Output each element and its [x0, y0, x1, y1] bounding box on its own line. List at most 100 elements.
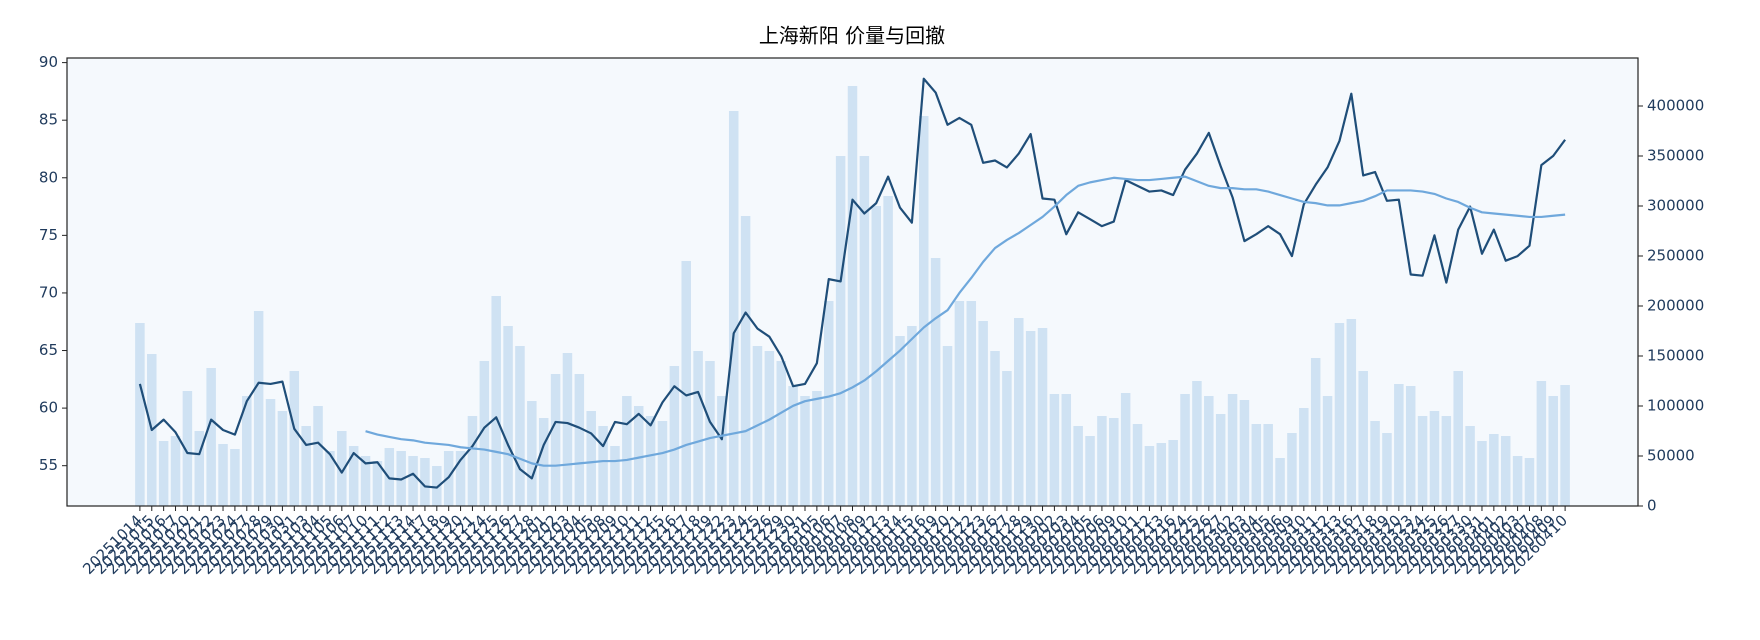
volume-bar	[1049, 394, 1060, 506]
volume-bar	[325, 451, 335, 506]
y2-tick-label: 200000	[1647, 297, 1704, 315]
volume-bar	[538, 418, 549, 506]
volume-bar	[1394, 384, 1404, 506]
volume-bar	[408, 456, 418, 506]
volume-bar	[705, 361, 715, 506]
y-tick-label: 75	[39, 226, 58, 244]
volume-bar	[717, 396, 727, 506]
chart-title: 上海新阳 价量与回撤	[759, 24, 945, 48]
y-tick-label: 90	[39, 53, 58, 71]
volume-bar	[277, 411, 288, 506]
volume-bar	[289, 371, 300, 506]
volume-bar	[1156, 443, 1167, 506]
volume-bar	[1025, 331, 1036, 506]
volume-bar	[1500, 436, 1511, 506]
volume-bar	[182, 391, 193, 506]
volume-bar	[1548, 396, 1558, 506]
volume-bar	[1370, 421, 1380, 506]
volume-bar	[1192, 381, 1202, 506]
volume-bar	[728, 111, 739, 506]
volume-bar	[1073, 426, 1083, 506]
volume-bar	[871, 206, 882, 506]
volume-bar	[1441, 416, 1452, 506]
volume-bar	[764, 351, 775, 506]
volume-bar	[348, 446, 359, 506]
y-tick-label: 65	[39, 341, 58, 359]
volume-bar	[740, 216, 751, 506]
y2-tick-label: 400000	[1647, 97, 1704, 115]
volume-bar	[812, 391, 822, 506]
volume-bar	[372, 461, 383, 506]
y-tick-label: 85	[39, 111, 58, 129]
volume-bar	[633, 406, 644, 506]
y2-tick-label: 300000	[1647, 197, 1704, 215]
volume-bar	[1109, 418, 1119, 506]
volume-bar	[598, 426, 608, 506]
volume-bar	[242, 396, 252, 506]
volume-bar	[1287, 433, 1297, 506]
volume-bar	[170, 436, 181, 506]
volume-bar	[1453, 371, 1463, 506]
volume-bar	[1061, 394, 1072, 506]
price-line	[138, 77, 1566, 489]
volume-bar	[1465, 426, 1475, 506]
volume-bar	[883, 196, 893, 506]
volume-bar	[135, 323, 145, 506]
volume-bar	[1204, 396, 1214, 506]
volume-bar	[1168, 440, 1178, 506]
y-tick-label: 80	[39, 168, 58, 186]
volume-bar	[1382, 433, 1392, 506]
volume-bar	[550, 374, 561, 506]
volume-bar	[859, 156, 870, 506]
y2-tick-label: 50000	[1647, 447, 1695, 465]
volume-bar	[1417, 416, 1428, 506]
volume-bar	[1346, 319, 1357, 506]
volume-bar	[586, 411, 596, 506]
volume-bar	[1132, 424, 1143, 506]
volume-bar	[1097, 416, 1107, 506]
y2-tick-label: 150000	[1647, 347, 1704, 365]
volume-bar	[1239, 400, 1250, 506]
volume-bar	[669, 366, 680, 506]
volume-bar	[1334, 323, 1345, 506]
volume-bar	[610, 446, 620, 506]
volume-bar	[907, 326, 917, 506]
volume-bar	[645, 416, 656, 506]
volume-bar	[835, 156, 846, 506]
volume-bar	[895, 336, 905, 506]
volume-bar	[919, 116, 929, 506]
y2-tick-label: 350000	[1647, 147, 1704, 165]
volume-bar	[788, 386, 798, 506]
volume-bar	[491, 296, 501, 506]
volume-bar	[562, 353, 573, 506]
volume-bar	[1536, 381, 1547, 506]
volume-bar	[693, 351, 703, 506]
volume-bar	[1405, 386, 1416, 506]
volume-bar	[432, 466, 442, 506]
volume-bar	[301, 426, 311, 506]
volume-bar	[800, 396, 810, 506]
volume-bar	[574, 374, 585, 506]
volume-bar	[1263, 424, 1273, 506]
volume-bar	[515, 346, 525, 506]
volume-bar	[218, 444, 228, 506]
volume-bar	[1144, 446, 1155, 506]
volume-bar	[527, 401, 537, 506]
volume-bar	[1322, 396, 1333, 506]
volume-bar	[1002, 371, 1012, 506]
volume-bar	[942, 346, 953, 506]
volume-bar	[1014, 318, 1024, 506]
volume-bar	[1358, 371, 1368, 506]
volume-bar	[1037, 328, 1048, 506]
volume-bar	[503, 326, 513, 506]
volume-bar	[1180, 394, 1190, 506]
volume-bar	[265, 399, 276, 506]
volume-bar	[1429, 411, 1440, 506]
volume-bar	[337, 431, 347, 506]
y2-tick-label: 250000	[1647, 247, 1704, 265]
volume-bar	[1251, 424, 1262, 506]
volume-bar	[253, 311, 264, 506]
volume-bar	[206, 368, 216, 506]
volume-bar	[1489, 434, 1499, 506]
